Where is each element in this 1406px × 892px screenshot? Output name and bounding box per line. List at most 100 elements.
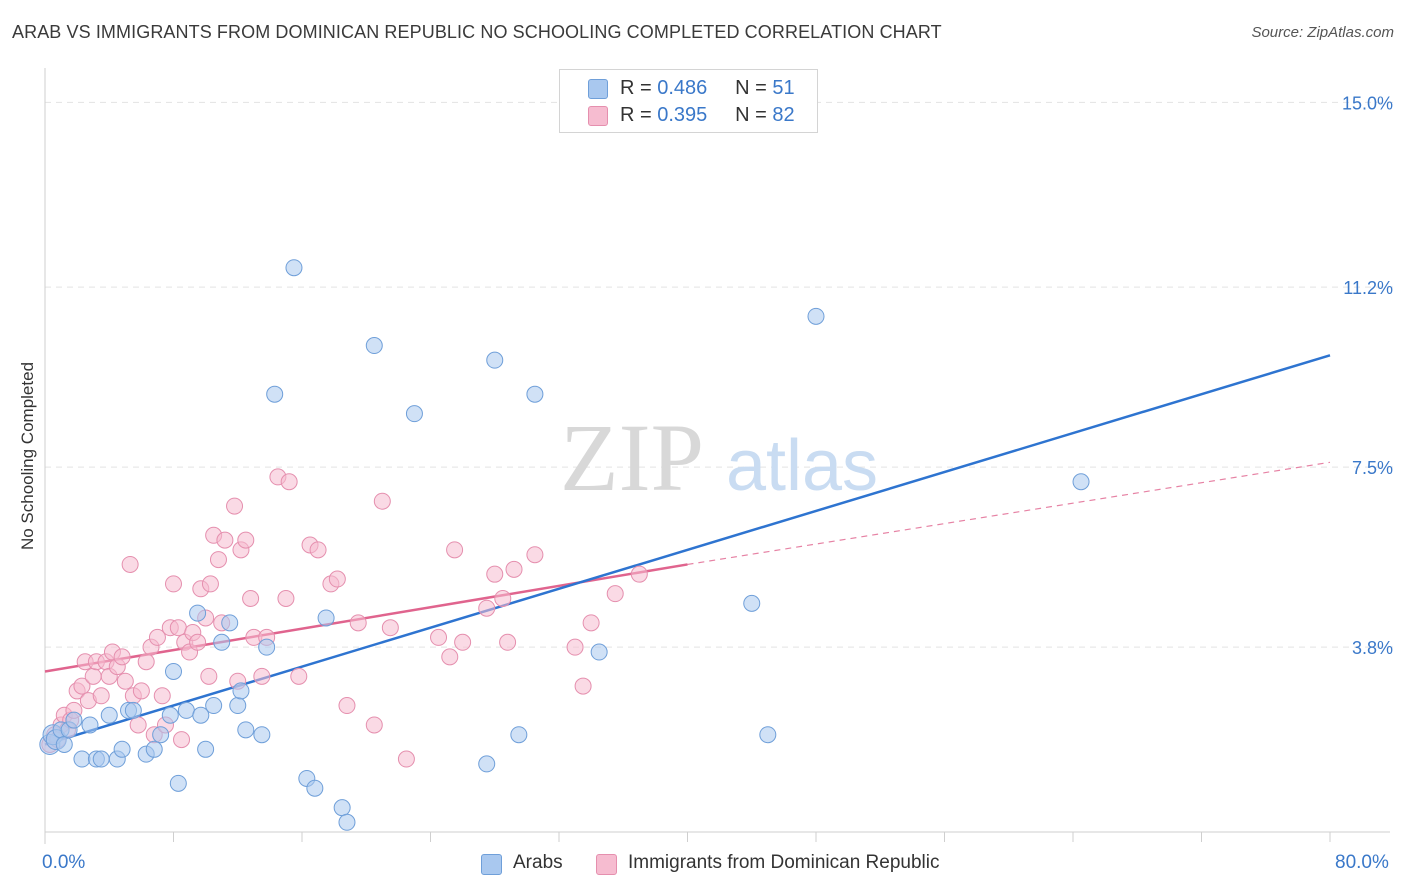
- point-dominican-64: [349, 614, 367, 632]
- point-dominican-70: [441, 648, 459, 666]
- point-dominican-34: [173, 731, 191, 749]
- point-arabs-24: [192, 706, 210, 724]
- point-dominican-76: [499, 633, 517, 651]
- bottom-legend-label-arabs: Arabs: [513, 852, 563, 873]
- legend-dominican-r-value: 0.395: [657, 104, 708, 126]
- point-arabs-21: [169, 774, 187, 792]
- point-dominican-21: [121, 555, 139, 573]
- chart-title: ARAB VS IMMIGRANTS FROM DOMINICAN REPUBL…: [12, 22, 942, 42]
- x-tick-max: 80.0%: [1335, 852, 1389, 873]
- point-dominican-50: [237, 531, 255, 549]
- point-dominican-32: [165, 575, 182, 593]
- point-dominican-20: [116, 672, 134, 690]
- point-arabs-22: [177, 701, 195, 719]
- point-dominican-57: [280, 473, 298, 491]
- point-arabs-39: [333, 799, 351, 817]
- point-arabs-41: [365, 337, 383, 355]
- point-dominican-66: [373, 492, 391, 510]
- point-dominican-28: [148, 628, 166, 646]
- point-arabs-19: [161, 706, 179, 724]
- point-dominican-81: [582, 614, 600, 632]
- point-dominican-53: [253, 667, 271, 685]
- legend-swatch-dominican: [588, 106, 608, 126]
- point-arabs-37: [306, 779, 324, 797]
- point-dominican-82: [606, 585, 624, 603]
- point-dominican-19: [113, 648, 131, 666]
- point-dominican-68: [397, 750, 415, 768]
- stats-legend: R = 0.486 N = 51 R = 0.395 N = 82: [559, 69, 818, 133]
- axes: [44, 68, 1390, 844]
- point-arabs-34: [266, 385, 284, 403]
- point-arabs-18: [152, 726, 170, 744]
- legend-arabs-n-value: 51: [772, 77, 795, 99]
- point-arabs-46: [526, 385, 544, 403]
- legend-dominican-n-value: 82: [772, 104, 795, 126]
- point-arabs-26: [205, 697, 223, 715]
- point-arabs-29: [229, 697, 247, 715]
- point-dominican-46: [216, 531, 234, 549]
- point-arabs-4: [55, 735, 73, 753]
- point-arabs-49: [759, 726, 777, 744]
- point-dominican-12: [84, 667, 102, 685]
- source-label: Source: ZipAtlas.com: [1251, 24, 1394, 41]
- point-dominican-9: [73, 677, 91, 695]
- point-arabs-35: [285, 259, 303, 277]
- bottom-legend-label-dominican: Immigrants from Dominican Republic: [628, 852, 940, 873]
- point-dominican-74: [486, 565, 504, 583]
- point-dominican-62: [328, 570, 346, 588]
- watermark: ZIP atlas: [560, 404, 878, 511]
- point-arabs-20: [165, 662, 182, 680]
- point-arabs-48: [743, 594, 761, 612]
- point-arabs-11: [100, 706, 118, 724]
- point-arabs-42: [405, 405, 423, 423]
- point-dominican-72: [454, 633, 472, 651]
- point-arabs-50: [807, 307, 825, 325]
- point-arabs-38: [317, 609, 335, 627]
- point-dominican-75: [494, 590, 512, 608]
- point-arabs-13: [113, 740, 131, 758]
- legend-arabs-r-label: R =: [620, 77, 652, 99]
- point-dominican-42: [201, 575, 219, 593]
- series-dominican-points: [41, 468, 648, 768]
- watermark-atlas: atlas: [726, 426, 878, 506]
- watermark-zip: ZIP: [560, 404, 704, 511]
- point-dominican-63: [338, 697, 356, 715]
- point-dominican-79: [566, 638, 584, 656]
- point-dominican-80: [574, 677, 592, 695]
- y-tick-label-1: 7.5%: [1352, 458, 1393, 478]
- bottom-legend-swatch-arabs: [481, 854, 502, 875]
- point-dominican-25: [137, 653, 155, 671]
- point-dominican-33: [169, 619, 187, 637]
- point-arabs-45: [510, 726, 528, 744]
- point-dominican-47: [226, 497, 244, 515]
- series-arabs-points: [39, 259, 1090, 831]
- point-dominican-14: [92, 687, 110, 705]
- legend-swatch-arabs: [588, 79, 608, 99]
- point-dominican-58: [290, 667, 308, 685]
- point-dominican-23: [129, 716, 147, 734]
- point-arabs-7: [73, 750, 91, 768]
- point-arabs-27: [213, 633, 231, 651]
- point-dominican-51: [242, 590, 260, 608]
- point-arabs-6: [65, 711, 83, 729]
- point-dominican-24: [132, 682, 150, 700]
- point-dominican-44: [209, 551, 227, 569]
- point-dominican-78: [526, 546, 544, 564]
- point-arabs-25: [197, 740, 215, 758]
- point-dominican-77: [505, 560, 523, 578]
- point-dominican-65: [365, 716, 383, 734]
- y-tick-label-2: 11.2%: [1343, 278, 1393, 298]
- point-dominican-56: [277, 590, 295, 608]
- legend-dominican-r-label: R =: [620, 104, 652, 126]
- point-arabs-51: [1072, 473, 1090, 491]
- point-dominican-73: [478, 599, 496, 617]
- point-arabs-47: [590, 643, 608, 661]
- point-arabs-32: [258, 638, 276, 656]
- y-tick-label-3: 15.0%: [1342, 93, 1393, 113]
- point-arabs-15: [124, 701, 142, 719]
- y-tick-labels: 3.8% 7.5% 11.2% 15.0%: [1342, 93, 1393, 658]
- point-arabs-33: [253, 726, 271, 744]
- legend-dominican-n-label: N =: [735, 104, 767, 126]
- point-arabs-23: [189, 604, 207, 622]
- legend-arabs-r-value: 0.486: [657, 77, 708, 99]
